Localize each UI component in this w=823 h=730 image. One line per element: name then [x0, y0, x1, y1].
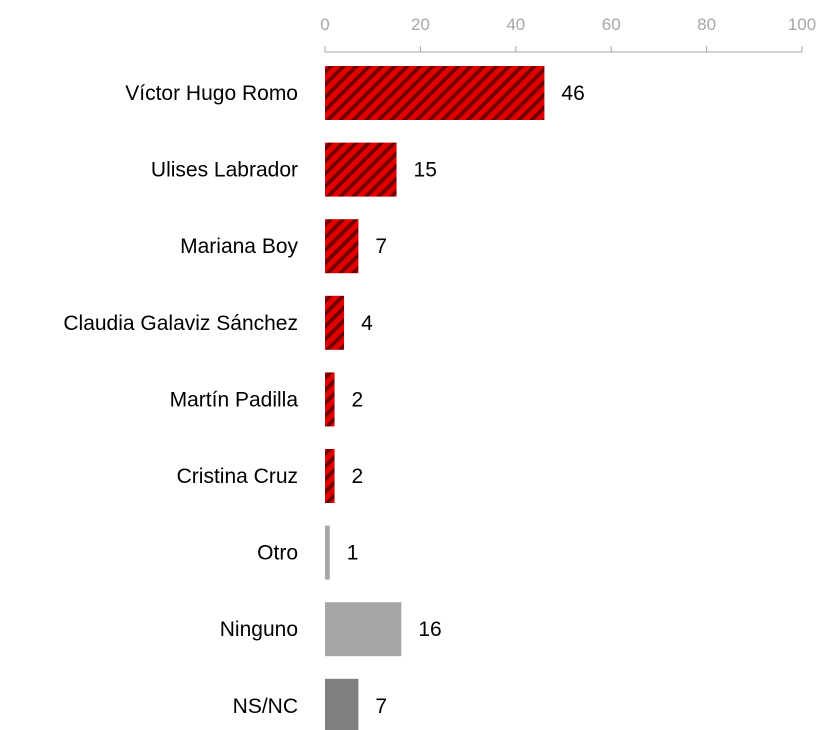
category-label: Cristina Cruz: [177, 465, 298, 488]
bar: [325, 66, 545, 120]
value-label: 16: [418, 618, 441, 641]
value-label: 2: [352, 465, 364, 488]
category-label: Ulises Labrador: [151, 159, 298, 182]
bar: [325, 678, 359, 730]
bar: [325, 602, 402, 657]
value-label: 2: [352, 388, 364, 411]
bar: [325, 449, 335, 503]
x-tick-label: 80: [697, 15, 716, 34]
bar: [325, 142, 397, 197]
category-label: NS/NC: [233, 695, 298, 718]
x-tick-label: 20: [411, 15, 430, 34]
value-label: 4: [361, 312, 373, 335]
bar: [325, 525, 330, 580]
bars: [325, 66, 545, 730]
category-label: Martín Padilla: [170, 388, 299, 411]
value-label: 1: [347, 542, 359, 565]
value-label: 15: [414, 159, 437, 182]
value-label: 7: [375, 235, 387, 258]
category-label: Claudia Galaviz Sánchez: [63, 312, 298, 335]
value-labels: 46 15 7 4 2 2 1 16 7: [347, 82, 585, 718]
x-tick-label: 100: [788, 15, 816, 34]
x-tick-label: 40: [506, 15, 525, 34]
bar: [325, 295, 345, 350]
value-label: 7: [375, 695, 387, 718]
x-tick-label: 60: [602, 15, 621, 34]
x-tick-label: 0: [320, 15, 329, 34]
x-axis: 0 20 40 60 80 100: [320, 15, 816, 53]
category-label: Ninguno: [220, 618, 298, 641]
category-labels: Víctor Hugo Romo Ulises Labrador Mariana B…: [63, 82, 298, 718]
category-label: Mariana Boy: [180, 235, 298, 258]
bar: [325, 219, 359, 274]
category-label: Víctor Hugo Romo: [125, 82, 298, 105]
category-label: Otro: [257, 542, 298, 565]
value-label: 46: [561, 82, 584, 105]
bar: [325, 372, 335, 427]
